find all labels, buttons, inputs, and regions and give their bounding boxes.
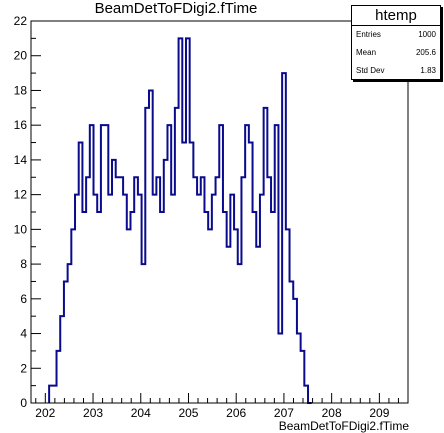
stats-row-stddev: Std Dev 1.83 [352,62,440,80]
histogram-bin [82,212,86,403]
y-tick-label: 10 [14,222,28,236]
histogram-bin [171,195,175,403]
x-tick-label: 207 [274,406,294,420]
histogram-bin [68,264,72,403]
x-tick-label: 204 [131,406,151,420]
y-tick-label: 6 [20,292,27,306]
histogram-bin [182,143,186,403]
histogram-bin [142,264,146,403]
histogram-bin [112,160,116,403]
histogram-bin [94,195,98,403]
histogram-bin [130,212,134,403]
x-tick-label: 205 [178,406,198,420]
y-tick-label: 16 [14,118,28,132]
histogram-bin [153,195,157,403]
histogram-bin [97,212,101,403]
histogram-bin [278,334,282,403]
chart-title: BeamDetToFDigi2.fTime [94,0,258,17]
histogram-bin [271,212,275,403]
histogram-bin [160,212,164,403]
stats-mean-value: 205.6 [415,48,436,57]
y-tick-label: 12 [14,188,28,202]
y-tick-label: 18 [14,83,28,97]
histogram-bin [116,177,120,403]
stats-row-mean: Mean 205.6 [352,44,440,62]
x-tick-label: 209 [369,406,389,420]
histogram-bin [216,177,220,403]
stats-mean-label: Mean [356,48,377,57]
y-tick-label: 2 [20,361,27,375]
x-tick-label: 203 [83,406,103,420]
histogram-bin [204,212,208,403]
stats-entries-value: 1000 [418,30,436,39]
y-tick-label: 4 [20,327,27,341]
stats-box: htemp Entries 1000 Mean 205.6 Std Dev 1.… [351,5,441,80]
histogram-bin [108,195,112,403]
y-tick-label: 8 [20,257,27,271]
stats-row-entries: Entries 1000 [352,26,440,44]
x-tick-label: 208 [322,406,342,420]
histogram-bin [197,195,201,403]
histogram-bin [208,229,212,403]
histogram-bin [227,247,231,403]
x-tick-label: 202 [35,406,55,420]
histogram-bin [238,264,242,403]
stats-entries-label: Entries [356,30,381,39]
histogram-series-line [48,37,312,404]
y-tick-label: 22 [14,14,28,28]
stats-stddev-value: 1.83 [420,66,436,75]
y-tick-label: 20 [14,49,28,63]
x-axis-label: BeamDetToFDigi2.fTime [278,419,409,433]
histogram-bin [127,229,131,403]
histogram-bin [193,177,197,403]
histogram-bin [256,247,260,403]
histogram-bin [119,177,123,403]
y-tick-label: 14 [14,153,28,167]
histogram-bin [190,143,194,403]
stats-stddev-label: Std Dev [356,66,385,75]
x-tick-label: 206 [226,406,246,420]
y-tick-label: 0 [20,396,27,410]
stats-title: htemp [352,6,440,26]
